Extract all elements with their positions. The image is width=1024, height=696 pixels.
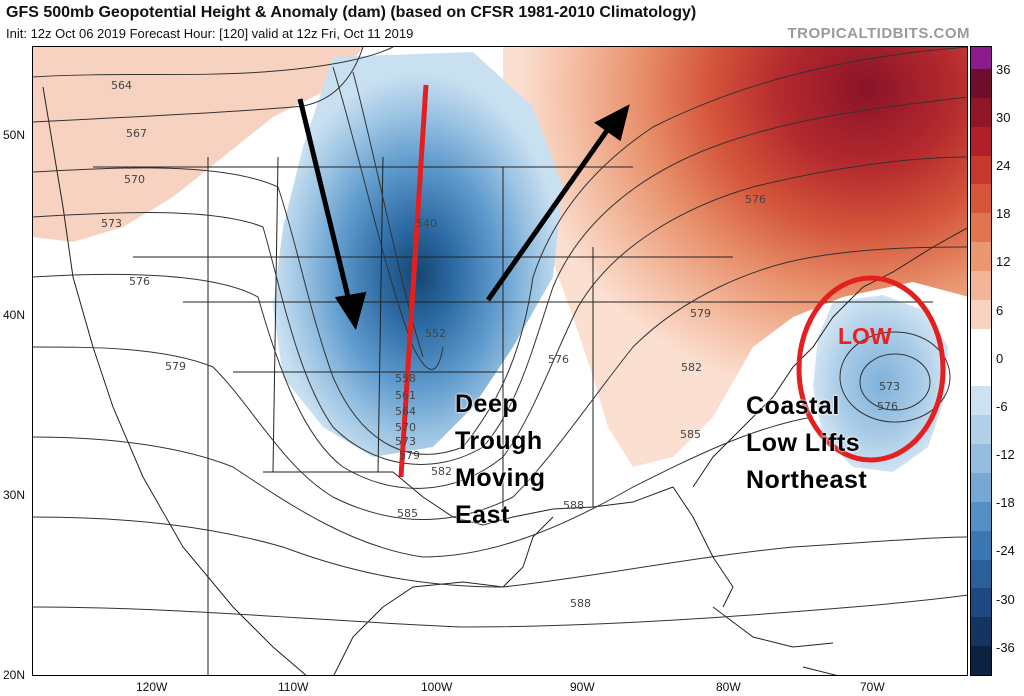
- lon-label-100w: 100W: [421, 680, 453, 694]
- trough-axis-line: [398, 84, 429, 478]
- colorbar-segment: [971, 69, 991, 99]
- colorbar-segment: [971, 357, 991, 387]
- colorbar-segment: [971, 155, 991, 185]
- colorbar-tick-label: 36: [996, 62, 1011, 77]
- colorbar-tick-label: -12: [996, 447, 1015, 462]
- contour-label: 573: [879, 380, 900, 393]
- colorbar-tick-label: -36: [996, 640, 1015, 655]
- colorbar-segment: [971, 213, 991, 243]
- contour-label: 540: [416, 217, 437, 230]
- colorbar-segment: [971, 617, 991, 647]
- contour-label: 573: [101, 217, 122, 230]
- contour-label: 576: [129, 275, 150, 288]
- trough-annotation: Deep Trough Moving East: [455, 386, 546, 534]
- cold-trough-shading: [273, 52, 563, 457]
- colorbar-segment: [971, 271, 991, 301]
- coastal-annotation: Coastal Low Lifts Northeast: [746, 388, 867, 499]
- contour-label: 570: [395, 421, 416, 434]
- colorbar: [970, 46, 992, 676]
- contour-label: 579: [165, 360, 186, 373]
- coastlines-and-borders: [42, 86, 967, 675]
- colorbar-tick-label: -6: [996, 399, 1008, 414]
- lon-label-110w: 110W: [278, 680, 309, 694]
- contour-label: 558: [395, 372, 416, 385]
- coastal-annotation-line: Low Lifts: [746, 429, 861, 457]
- lon-label-120w: 120W: [136, 680, 168, 694]
- colorbar-segment: [971, 299, 991, 330]
- contour-label: 588: [570, 597, 591, 610]
- colorbar-tick-label: -24: [996, 543, 1015, 558]
- low-circle: [796, 275, 946, 463]
- contour-label: 579: [690, 307, 711, 320]
- colorbar-segment: [971, 242, 991, 272]
- colorbar-segment: [971, 126, 991, 157]
- contour-label: 576: [548, 353, 569, 366]
- trough-annotation-line: Trough: [455, 427, 543, 455]
- lon-label-70w: 70W: [860, 680, 885, 694]
- colorbar-segment: [971, 415, 991, 445]
- colorbar-segment: [971, 501, 991, 532]
- colorbar-segment: [971, 444, 991, 474]
- trough-annotation-line: Moving: [455, 464, 546, 492]
- contour-label: 585: [680, 428, 701, 441]
- colorbar-tick-label: -18: [996, 495, 1015, 510]
- colorbar-segment: [971, 386, 991, 416]
- contour-label: 579: [399, 449, 420, 462]
- map-title: GFS 500mb Geopotential Height & Anomaly …: [6, 4, 697, 21]
- colorbar-tick-label: 6: [996, 303, 1004, 318]
- coastal-annotation-line: Northeast: [746, 466, 868, 494]
- map-canvas: 5645675705735765795405525585615645705735…: [33, 47, 967, 675]
- contour-label: 561: [395, 389, 416, 402]
- colorbar-segment: [971, 328, 991, 359]
- contour-label: 582: [431, 465, 452, 478]
- low-label: LOW: [838, 323, 892, 349]
- colorbar-segment: [971, 97, 991, 128]
- colorbar-segment: [971, 530, 991, 561]
- contour-label: 585: [397, 507, 418, 520]
- colorbar-tick-label: 18: [996, 206, 1011, 221]
- cold-low-shading: [813, 295, 948, 472]
- map-panel: 564 567 570 573 576 579 540 552 558 561 564 570 573 5…: [32, 46, 968, 676]
- colorbar-top-segment: [971, 47, 991, 69]
- lat-label-40n: 40N: [3, 308, 26, 322]
- trough-annotation-line: Deep: [455, 390, 519, 418]
- flow-arrows: [297, 98, 630, 331]
- colorbar-segment: [971, 473, 991, 503]
- height-contours: [33, 47, 967, 628]
- colorbar-tick-label: 0: [996, 351, 1004, 366]
- map-subtitle: Init: 12z Oct 06 2019 Forecast Hour: [12…: [6, 26, 414, 41]
- colorbar-segment: [971, 184, 991, 214]
- colorbar-segment: [971, 646, 991, 676]
- coastal-annotation-line: Coastal: [746, 392, 840, 420]
- contour-label: 588: [563, 499, 584, 512]
- colorbar-tick-label: -30: [996, 592, 1015, 607]
- contour-label: 576: [745, 193, 766, 206]
- contour-label: 552: [425, 327, 446, 340]
- colorbar-tick-label: 24: [996, 158, 1011, 173]
- brand-watermark: TROPICALTIDBITS.COM: [787, 25, 970, 42]
- contour-labels: 5645675705735765795405525585615645705735…: [101, 79, 900, 610]
- contour-label: 564: [111, 79, 132, 92]
- colorbar-segment: [971, 559, 991, 589]
- contour-label: 570: [124, 173, 145, 186]
- warm-anomaly-northwest: [33, 47, 363, 242]
- colorbar-tick-label: 30: [996, 110, 1011, 125]
- contour-label: 564: [395, 405, 416, 418]
- lon-label-90w: 90W: [570, 680, 595, 694]
- contour-label: 576: [877, 400, 898, 413]
- lon-label-80w: 80W: [716, 680, 741, 694]
- lat-label-50n: 50N: [3, 128, 26, 142]
- contour-label: 567: [126, 127, 147, 140]
- contour-label: 573: [395, 435, 416, 448]
- lat-label-20n: 20N: [3, 668, 26, 682]
- contour-label: 582: [681, 361, 702, 374]
- trough-annotation-line: East: [455, 501, 510, 529]
- colorbar-segment: [971, 588, 991, 618]
- colorbar-tick-label: 12: [996, 254, 1011, 269]
- lat-label-30n: 30N: [3, 488, 26, 502]
